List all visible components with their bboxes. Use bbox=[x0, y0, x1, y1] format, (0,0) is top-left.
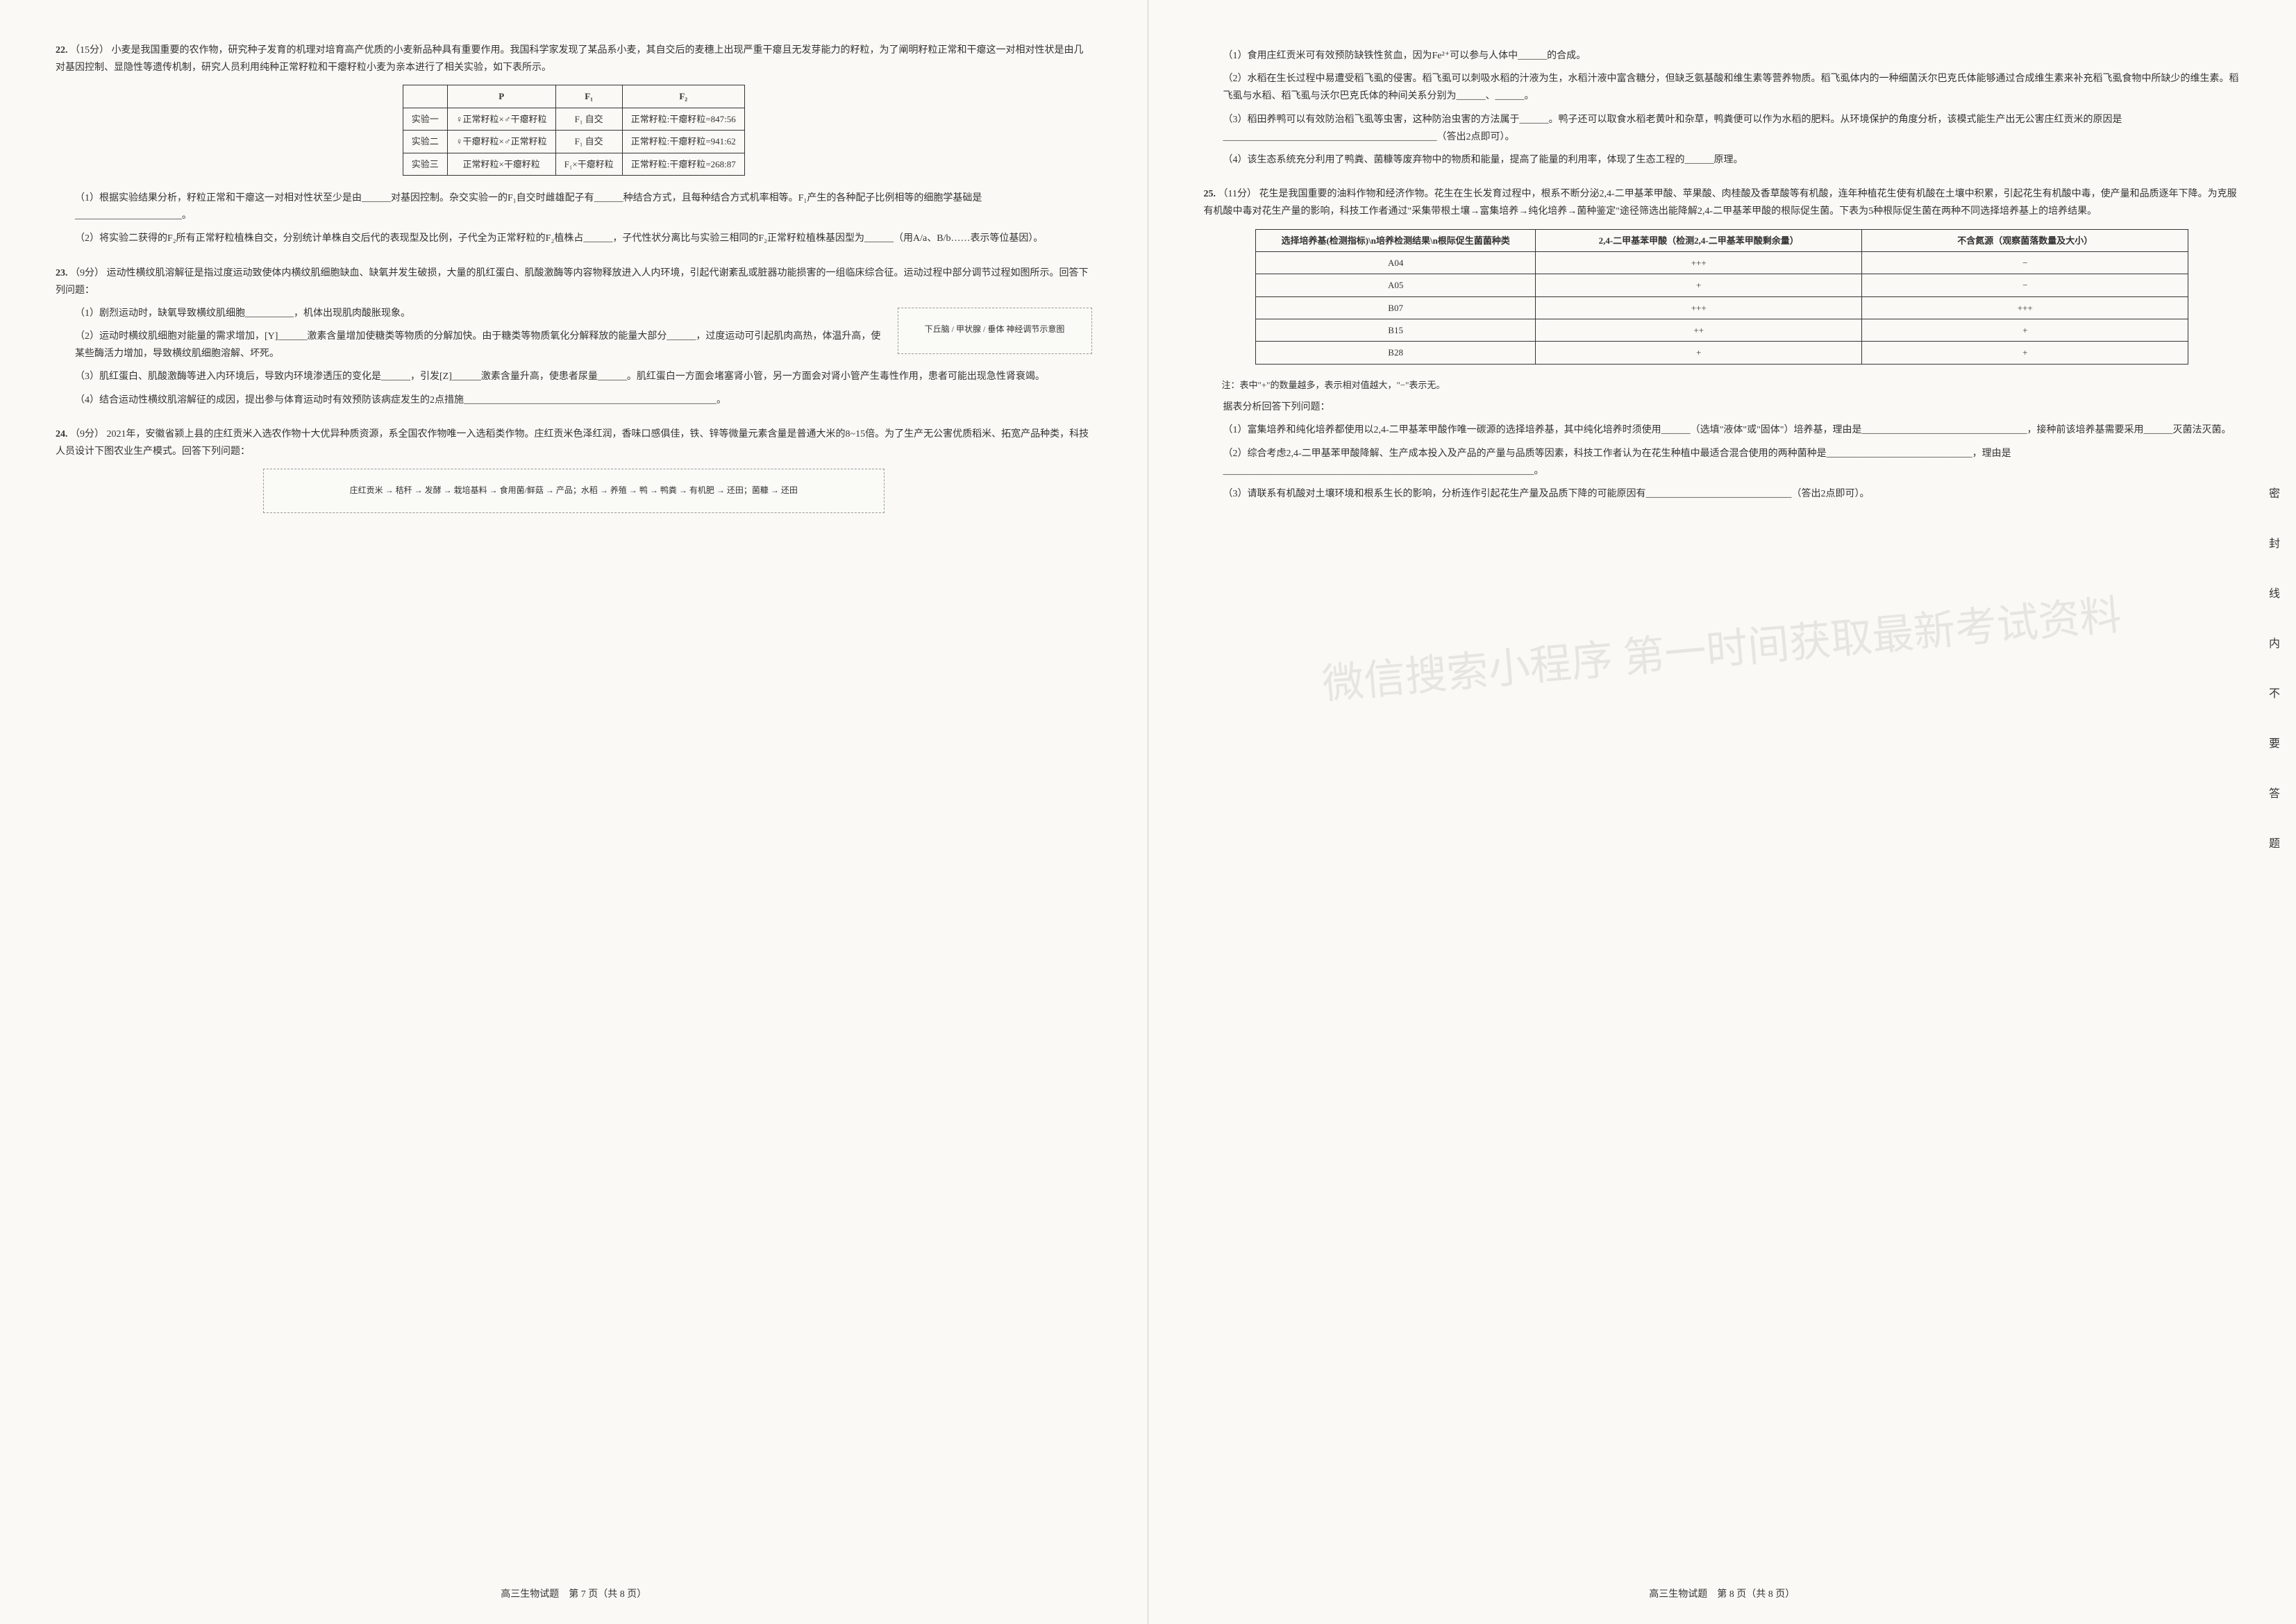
q23-num: 23. bbox=[56, 268, 68, 278]
question-25: 25. （11分） 花生是我国重要的油料作物和经济作物。花生在生长发育过程中，根… bbox=[1204, 185, 2241, 503]
q24-intro: 2021年，安徽省颍上县的庄红贡米入选农作物十大优异种质资源，系全国农作物唯一入… bbox=[56, 429, 1089, 457]
td: +++ bbox=[1536, 251, 1862, 274]
td: B15 bbox=[1256, 319, 1536, 342]
td: 正常籽粒:干瘪籽粒=847:56 bbox=[622, 108, 744, 130]
q23-sub1: （1）剧烈运动时，缺氧导致横纹肌细胞__________，机体出现肌肉酸胀现象。 bbox=[75, 305, 884, 322]
q25-table-wrap: 选择培养基(检测指标)\n培养检测结果\n根际促生菌菌种类 2,4-二甲基苯甲酸… bbox=[1204, 221, 2241, 373]
q23-diagram-label: 下丘脑 / 甲状腺 / 垂体 神经调节示意图 bbox=[925, 324, 1065, 334]
table-row: 实验一 ♀正常籽粒×♂干瘪籽粒 F₁ 自交 正常籽粒:干瘪籽粒=847:56 bbox=[403, 108, 744, 130]
q22-header: 22. （15分） 小麦是我国重要的农作物，研究种子发育的机理对培育高产优质的小… bbox=[56, 42, 1092, 76]
q25-num: 25. bbox=[1204, 189, 1216, 199]
q25-sub3: （3）请联系有机酸对土壤环境和根系生长的影响，分析连作引起花生产量及品质下降的可… bbox=[1223, 485, 2241, 503]
q23-sub4: （4）结合运动性横纹肌溶解征的成因，提出参与体育运动时有效预防该病症发生的2点措… bbox=[75, 392, 1092, 409]
seal-line-label: 密 封 线 内 不 要 答 题 bbox=[2262, 487, 2282, 862]
question-23: 23. （9分） 运动性横纹肌溶解征是指过度运动致使体内横纹肌细胞缺血、缺氧并发… bbox=[56, 265, 1092, 409]
q22-intro: 小麦是我国重要的农作物，研究种子发育的机理对培育高产优质的小麦新品种具有重要作用… bbox=[56, 45, 1084, 73]
table-row: 实验三 正常籽粒×干瘪籽粒 F₁×干瘪籽粒 正常籽粒:干瘪籽粒=268:87 bbox=[403, 153, 744, 175]
td: B07 bbox=[1256, 296, 1536, 319]
td: B28 bbox=[1256, 342, 1536, 364]
th: 选择培养基(检测指标)\n培养检测结果\n根际促生菌菌种类 bbox=[1256, 229, 1536, 251]
q25-sub1: （1）富集培养和纯化培养都使用以2,4-二甲基苯甲酸作唯一碳源的选择培养基，其中… bbox=[1223, 421, 2241, 439]
td: +++ bbox=[1862, 296, 2188, 319]
q22-num: 22. bbox=[56, 45, 68, 56]
td: + bbox=[1862, 342, 2188, 364]
question-22: 22. （15分） 小麦是我国重要的农作物，研究种子发育的机理对培育高产优质的小… bbox=[56, 42, 1092, 248]
q24-header: 24. （9分） 2021年，安徽省颍上县的庄红贡米入选农作物十大优异种质资源，… bbox=[56, 426, 1092, 460]
td: ++ bbox=[1536, 319, 1862, 342]
page-8: 微信搜索小程序 第一时间获取最新考试资料 （1）食用庄红贡米可有效预防缺铁性贫血… bbox=[1148, 0, 2296, 1624]
td: 正常籽粒×干瘪籽粒 bbox=[447, 153, 555, 175]
td: +++ bbox=[1536, 296, 1862, 319]
td: − bbox=[1862, 251, 2188, 274]
watermark: 微信搜索小程序 第一时间获取最新考试资料 bbox=[1319, 577, 2125, 721]
th: 2,4-二甲基苯甲酸（检测2,4-二甲基苯甲酸剩余量） bbox=[1536, 229, 1862, 251]
table-row: A05 + − bbox=[1256, 274, 2188, 296]
q25-intro: 花生是我国重要的油料作物和经济作物。花生在生长发育过程中，根系不断分泌2,4-二… bbox=[1204, 189, 2237, 217]
td: A04 bbox=[1256, 251, 1536, 274]
table-row: B15 ++ + bbox=[1256, 319, 2188, 342]
question-24-cont: （1）食用庄红贡米可有效预防缺铁性贫血，因为Fe²⁺可以参与人体中______的… bbox=[1204, 47, 2241, 169]
td: F₁ 自交 bbox=[555, 108, 622, 130]
q24-sub1: （1）食用庄红贡米可有效预防缺铁性贫血，因为Fe²⁺可以参与人体中______的… bbox=[1223, 47, 2241, 65]
q22-table: P F₁ F₂ 实验一 ♀正常籽粒×♂干瘪籽粒 F₁ 自交 正常籽粒:干瘪籽粒=… bbox=[403, 85, 745, 176]
td: ♀干瘪籽粒×♂正常籽粒 bbox=[447, 131, 555, 153]
q23-points: （9分） bbox=[70, 268, 104, 278]
table-row: B28 + + bbox=[1256, 342, 2188, 364]
td: 实验二 bbox=[403, 131, 447, 153]
q23-sub3: （3）肌红蛋白、肌酸激酶等进入内环境后，导致内环境渗透压的变化是______，引… bbox=[75, 368, 1092, 385]
page-7: 22. （15分） 小麦是我国重要的农作物，研究种子发育的机理对培育高产优质的小… bbox=[0, 0, 1148, 1624]
td: 实验一 bbox=[403, 108, 447, 130]
th: P bbox=[447, 85, 555, 108]
table-row: 选择培养基(检测指标)\n培养检测结果\n根际促生菌菌种类 2,4-二甲基苯甲酸… bbox=[1256, 229, 2188, 251]
q25-note: 注：表中"+"的数量越多，表示相对值越大，"−"表示无。 bbox=[1222, 377, 2241, 393]
td: − bbox=[1862, 274, 2188, 296]
q24-sub4: （4）该生态系统充分利用了鸭粪、菌糠等废弃物中的物质和能量，提高了能量的利用率，… bbox=[1223, 151, 2241, 169]
page-7-footer: 高三生物试题 第 7 页（共 8 页） bbox=[0, 1586, 1148, 1603]
table-row: A04 +++ − bbox=[1256, 251, 2188, 274]
td: 正常籽粒:干瘪籽粒=941:62 bbox=[622, 131, 744, 153]
td: F₁ 自交 bbox=[555, 131, 622, 153]
q22-points: （15分） bbox=[70, 45, 109, 56]
td: 实验三 bbox=[403, 153, 447, 175]
th bbox=[403, 85, 447, 108]
td: + bbox=[1862, 319, 2188, 342]
question-24: 24. （9分） 2021年，安徽省颍上县的庄红贡米入选农作物十大优异种质资源，… bbox=[56, 426, 1092, 513]
table-row: P F₁ F₂ bbox=[403, 85, 744, 108]
q25-table: 选择培养基(检测指标)\n培养检测结果\n根际促生菌菌种类 2,4-二甲基苯甲酸… bbox=[1255, 229, 2188, 365]
td: 正常籽粒:干瘪籽粒=268:87 bbox=[622, 153, 744, 175]
th: F₂ bbox=[622, 85, 744, 108]
td: ♀正常籽粒×♂干瘪籽粒 bbox=[447, 108, 555, 130]
table-row: 实验二 ♀干瘪籽粒×♂正常籽粒 F₁ 自交 正常籽粒:干瘪籽粒=941:62 bbox=[403, 131, 744, 153]
q22-table-wrap: P F₁ F₂ 实验一 ♀正常籽粒×♂干瘪籽粒 F₁ 自交 正常籽粒:干瘪籽粒=… bbox=[56, 76, 1092, 184]
q24-sub3: （3）稻田养鸭可以有效防治稻飞虱等虫害，这种防治虫害的方法属于______。鸭子… bbox=[1223, 111, 2241, 146]
td: + bbox=[1536, 274, 1862, 296]
q23-sub2: （2）运动时横纹肌细胞对能量的需求增加，[Y]______激素含量增加使糖类等物… bbox=[75, 328, 884, 362]
td: A05 bbox=[1256, 274, 1536, 296]
th: F₁ bbox=[555, 85, 622, 108]
q25-aftertable: 据表分析回答下列问题： bbox=[1223, 399, 2241, 416]
q25-points: （11分） bbox=[1218, 189, 1257, 199]
th: 不含氮源（观察菌落数量及大小） bbox=[1862, 229, 2188, 251]
q23-intro: 运动性横纹肌溶解征是指过度运动致使体内横纹肌细胞缺血、缺氧并发生破损，大量的肌红… bbox=[56, 268, 1089, 296]
q25-sub2: （2）综合考虑2,4-二甲基苯甲酸降解、生产成本投入及产品的产量与品质等因素，科… bbox=[1223, 445, 2241, 480]
q22-sub1: （1）根据实验结果分析，籽粒正常和干瘪这一对相对性状至少是由______对基因控… bbox=[75, 190, 1092, 224]
page-8-footer: 高三生物试题 第 8 页（共 8 页） bbox=[1148, 1586, 2296, 1603]
q24-diagram: 庄红贡米 → 秸秆 → 发酵 → 栽培基料 → 食用菌/鲜菇 → 产品；水稻 →… bbox=[263, 469, 885, 513]
q25-header: 25. （11分） 花生是我国重要的油料作物和经济作物。花生在生长发育过程中，根… bbox=[1204, 185, 2241, 220]
q24-points: （9分） bbox=[70, 429, 104, 440]
q23-header: 23. （9分） 运动性横纹肌溶解征是指过度运动致使体内横纹肌细胞缺血、缺氧并发… bbox=[56, 265, 1092, 299]
q23-diagram: 下丘脑 / 甲状腺 / 垂体 神经调节示意图 bbox=[898, 308, 1092, 355]
q22-sub2: （2）将实验二获得的F₂所有正常籽粒植株自交，分别统计单株自交后代的表现型及比例… bbox=[75, 230, 1092, 247]
q24-sub2: （2）水稻在生长过程中易遭受稻飞虱的侵害。稻飞虱可以刺吸水稻的汁液为生，水稻汁液… bbox=[1223, 70, 2241, 105]
q24-num: 24. bbox=[56, 429, 68, 440]
table-row: B07 +++ +++ bbox=[1256, 296, 2188, 319]
td: + bbox=[1536, 342, 1862, 364]
td: F₁×干瘪籽粒 bbox=[555, 153, 622, 175]
q24-diagram-label: 庄红贡米 → 秸秆 → 发酵 → 栽培基料 → 食用菌/鲜菇 → 产品；水稻 →… bbox=[350, 485, 798, 495]
